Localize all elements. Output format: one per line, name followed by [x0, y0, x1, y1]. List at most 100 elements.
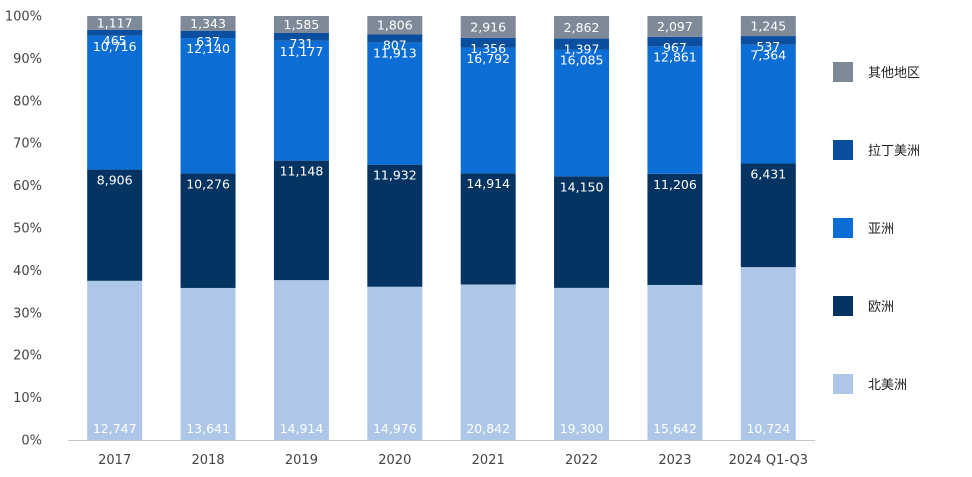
bar-segment [647, 46, 703, 174]
data-label: 13,641 [186, 421, 230, 436]
data-label: 14,976 [373, 421, 417, 436]
x-tick-label: 2022 [565, 453, 598, 468]
data-label: 2,862 [564, 20, 600, 35]
legend-swatch [833, 140, 853, 160]
bar-segment [367, 164, 423, 287]
data-label: 14,914 [280, 421, 324, 436]
data-label: 10,724 [746, 421, 790, 436]
x-tick-label: 2018 [192, 453, 225, 468]
x-tick-label: 2021 [472, 453, 505, 468]
bar-segment [180, 30, 236, 39]
legend-label: 欧洲 [868, 300, 894, 315]
data-label: 2,916 [470, 19, 506, 34]
bar-segment [554, 38, 610, 50]
x-tick-label: 2020 [378, 453, 411, 468]
data-label: 1,397 [564, 42, 600, 57]
data-label: 1,117 [97, 15, 133, 30]
data-label: 967 [663, 40, 687, 55]
y-tick-label: 70% [13, 137, 42, 152]
data-label: 807 [383, 37, 407, 52]
bar-segment [647, 36, 703, 47]
bar-segment [180, 16, 236, 31]
data-label: 1,356 [470, 41, 506, 56]
bar-segment [647, 16, 703, 37]
data-label: 6,431 [750, 166, 786, 181]
legend-label: 亚洲 [868, 222, 894, 237]
x-tick-label: 2019 [285, 453, 318, 468]
data-label: 14,150 [560, 179, 604, 194]
data-label: 20,842 [466, 421, 510, 436]
legend-item: 北美洲 [833, 374, 907, 394]
data-label: 10,276 [186, 176, 230, 191]
data-label: 16,085 [560, 53, 604, 68]
legend-swatch [833, 296, 853, 316]
bar-segment [647, 173, 703, 285]
bar-segment [460, 284, 516, 440]
bar-segment [273, 32, 329, 41]
data-label: 8,906 [97, 173, 133, 188]
bar-segment [273, 160, 329, 281]
bar-segment [740, 44, 796, 164]
bar-segment [740, 16, 796, 37]
bar-segment [273, 16, 329, 33]
y-tick-label: 0% [21, 434, 42, 449]
y-tick-label: 60% [13, 179, 42, 194]
data-label: 2,097 [657, 19, 693, 34]
bar-segment [367, 34, 423, 43]
bar-segment [180, 38, 236, 174]
bar-segment [554, 16, 610, 39]
bar-segment [740, 267, 796, 440]
legend-item: 拉丁美洲 [833, 140, 920, 160]
bar-segment [740, 163, 796, 268]
legend-swatch [833, 374, 853, 394]
data-label: 12,140 [186, 41, 230, 56]
bar-segment [460, 173, 516, 285]
data-label: 637 [196, 34, 220, 49]
bar-segment [460, 16, 516, 38]
data-label: 12,861 [653, 49, 697, 64]
data-label: 1,585 [284, 17, 320, 32]
legend-swatch [833, 218, 853, 238]
bar-segment [87, 169, 143, 281]
data-label: 1,245 [750, 19, 786, 34]
legend-item: 其他地区 [833, 62, 920, 82]
x-tick-label: 2024 Q1-Q3 [729, 453, 808, 468]
data-label: 15,642 [653, 421, 697, 436]
x-axis: 2017 2018 2019 2020 2021 2022 2023 2024 Q1-Q3 [68, 440, 815, 468]
bar-segment [180, 287, 236, 440]
data-label: 11,148 [280, 164, 324, 179]
bar-segment [460, 47, 516, 174]
bar-segment [367, 16, 423, 35]
bar-segment [87, 16, 143, 30]
bar-segment [554, 49, 610, 177]
data-label: 1,343 [190, 16, 226, 31]
bar-segment [740, 36, 796, 45]
y-tick-label: 20% [13, 349, 42, 364]
legend-label: 北美洲 [868, 378, 907, 393]
data-label: 11,913 [373, 46, 417, 61]
bar-segment [180, 173, 236, 288]
bar-segment [273, 280, 329, 440]
bar-segment [87, 280, 143, 440]
y-tick-label: 10% [13, 391, 42, 406]
bar-segment [554, 287, 610, 440]
y-tick-label: 100% [5, 10, 42, 25]
data-label: 10,716 [93, 39, 137, 54]
y-tick-label: 30% [13, 306, 42, 321]
bar-segment [460, 37, 516, 48]
legend-label: 其他地区 [868, 66, 920, 81]
y-tick-label: 80% [13, 94, 42, 109]
data-label: 7,364 [750, 48, 786, 63]
data-label: 19,300 [560, 421, 604, 436]
y-tick-label: 50% [13, 222, 42, 237]
bar-segment [647, 284, 703, 440]
bars-group [87, 16, 796, 440]
data-label: 12,747 [93, 421, 137, 436]
bar-segment [367, 42, 423, 165]
legend-swatch [833, 62, 853, 82]
data-label: 465 [103, 33, 127, 48]
legend-item: 欧洲 [833, 296, 894, 316]
